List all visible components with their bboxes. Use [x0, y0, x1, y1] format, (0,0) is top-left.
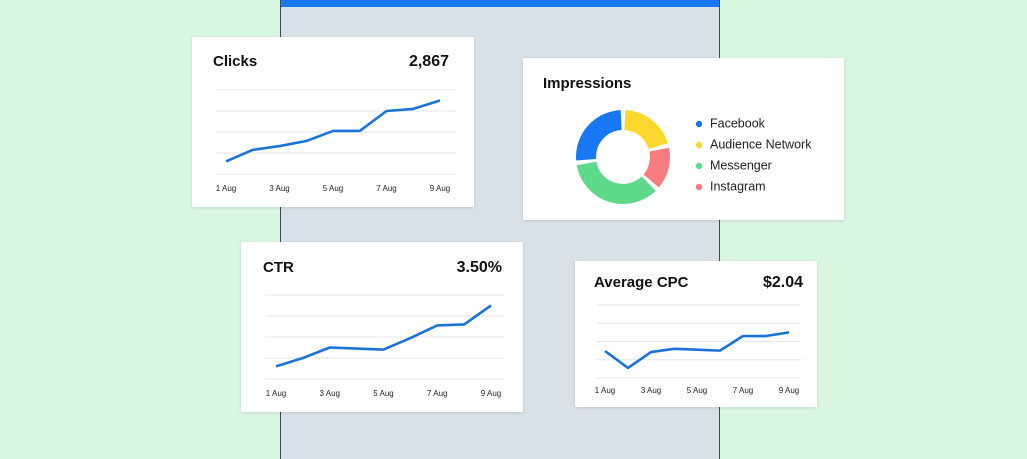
panel-top-bar: [281, 0, 719, 7]
card-title: Average CPC: [594, 274, 689, 291]
x-tick-label: 5 Aug: [373, 389, 393, 398]
x-tick-label: 9 Aug: [779, 386, 799, 395]
card: [192, 37, 474, 207]
x-tick-label: 5 Aug: [687, 386, 707, 395]
x-tick-label: 7 Aug: [427, 389, 447, 398]
kpi-value: 3.50%: [457, 259, 502, 276]
donut-segment: [624, 110, 668, 149]
x-tick-label: 7 Aug: [733, 386, 753, 395]
legend-dot: [695, 183, 703, 191]
legend-label: Audience Network: [710, 137, 812, 151]
legend-label: Facebook: [710, 116, 766, 130]
card-title: CTR: [263, 259, 294, 276]
x-tick-label: 3 Aug: [320, 389, 340, 398]
x-tick-label: 1 Aug: [216, 184, 236, 193]
x-tick-label: 5 Aug: [323, 184, 343, 193]
x-tick-label: 1 Aug: [595, 386, 615, 395]
legend-dot: [695, 162, 703, 170]
card-title: Clicks: [213, 53, 257, 70]
x-tick-label: 3 Aug: [269, 184, 289, 193]
legend-label: Messenger: [710, 158, 772, 172]
line: [275, 304, 492, 368]
card-title: Impressions: [543, 75, 631, 92]
legend-dot: [695, 120, 703, 128]
x-tick-label: 3 Aug: [641, 386, 661, 395]
legend-label: Instagram: [710, 179, 766, 193]
donut-segment: [575, 110, 622, 161]
card: [523, 58, 844, 220]
donut-segment: [643, 147, 671, 188]
kpi-value: $2.04: [763, 274, 803, 291]
x-tick-label: 9 Aug: [430, 184, 450, 193]
legend-dot: [695, 141, 703, 149]
kpi-value: 2,867: [409, 53, 449, 70]
line: [604, 331, 790, 370]
card: [241, 242, 523, 412]
x-tick-label: 1 Aug: [266, 389, 286, 398]
x-tick-label: 7 Aug: [376, 184, 396, 193]
line: [225, 99, 441, 163]
x-tick-label: 9 Aug: [481, 389, 501, 398]
donut-segment: [576, 161, 656, 205]
